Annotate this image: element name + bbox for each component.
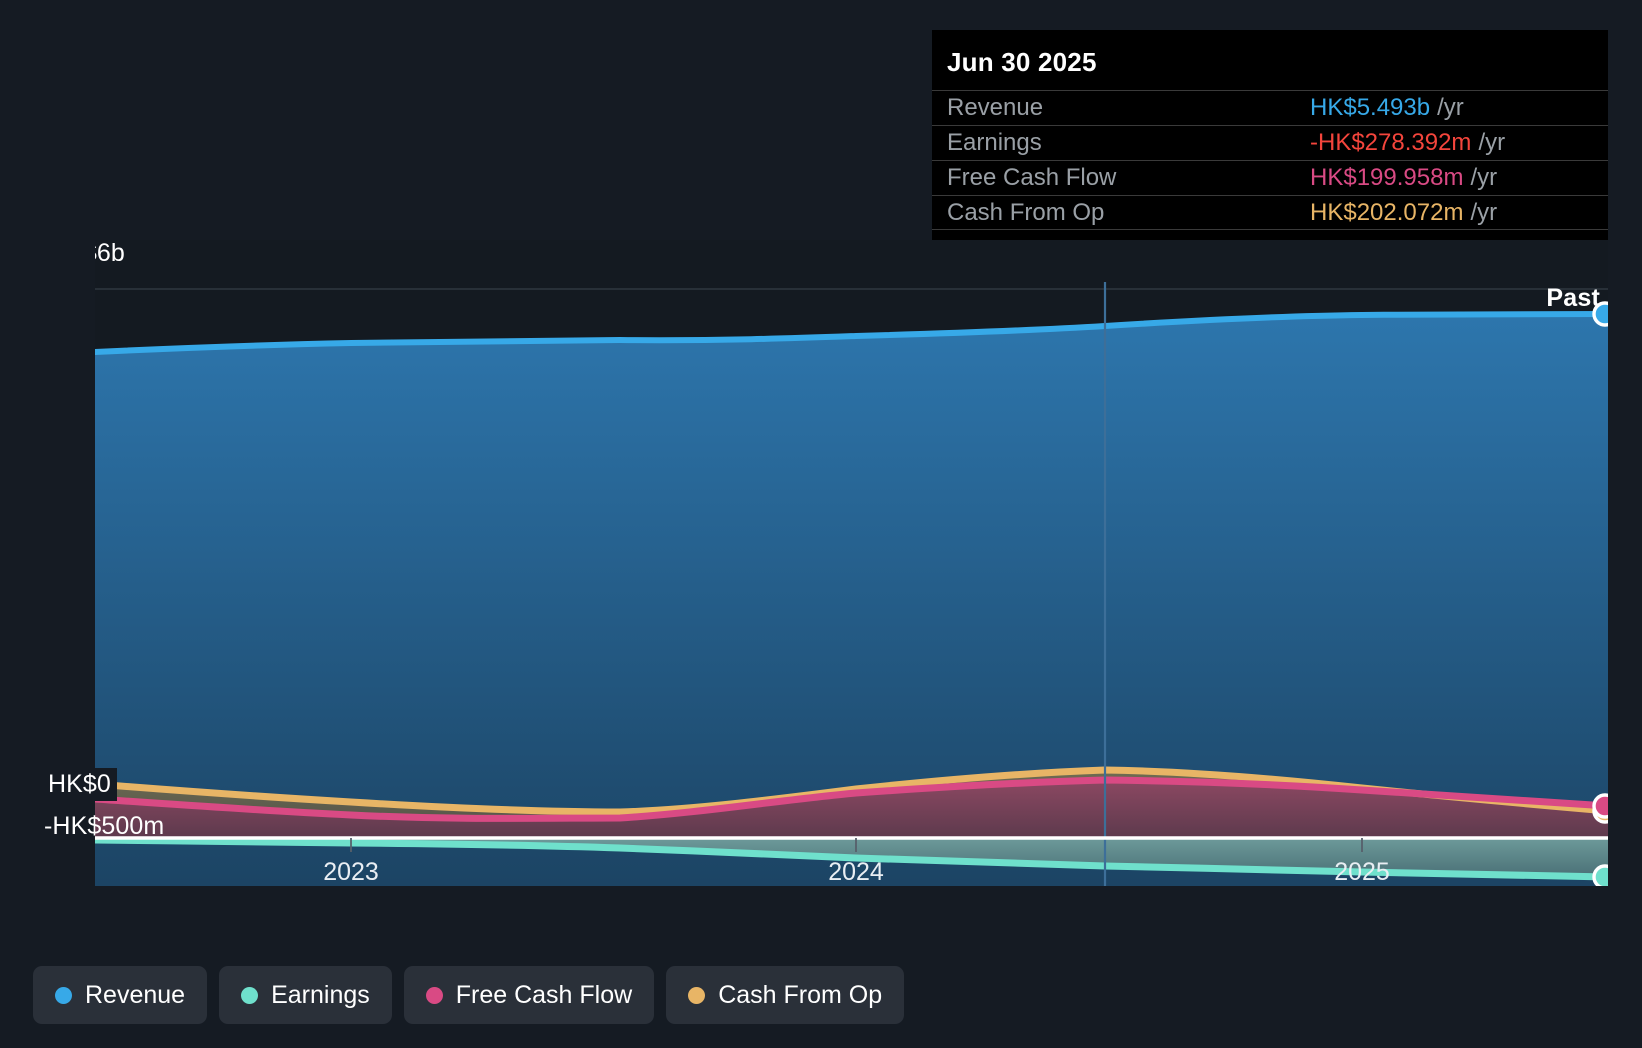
tooltip-label-earnings: Earnings [947, 129, 1042, 156]
tooltip-row-free-cash-flow: Free Cash Flow HK$199.958m /yr [932, 160, 1608, 195]
x-axis-label-2024: 2024 [828, 858, 884, 886]
y-axis-label-zero: HK$0 [48, 768, 117, 801]
line-free-cash-flow [95, 776, 1608, 822]
tooltip-unit-earnings: /yr [1478, 129, 1506, 156]
data-tooltip: Jun 30 2025 Revenue HK$5.493b /yr Earnin… [932, 30, 1608, 240]
legend-dot-icon-revenue [55, 986, 72, 1004]
past-period-label: Past [1546, 284, 1600, 312]
tooltip-row-revenue: Revenue HK$5.493b /yr [932, 90, 1608, 125]
legend-label-free-cash-flow: Free Cash Flow [455, 980, 633, 1009]
legend-label-earnings: Earnings [271, 980, 370, 1009]
right-gutter [1608, 0, 1642, 1048]
left-gutter [0, 0, 95, 1048]
tooltip-label-cash-from-op: Cash From Op [947, 198, 1105, 226]
legend-dot-icon-earnings [241, 986, 259, 1004]
tooltip-unit-free-cash-flow: /yr [1470, 164, 1498, 191]
legend-dot-icon-free-cash-flow [425, 986, 443, 1004]
legend-label-cash-from-op: Cash From Op [718, 980, 883, 1009]
area-free-cash-flow [95, 780, 1608, 838]
x-axis-ticks [350, 838, 1363, 852]
legend-item-cash-from-op[interactable]: Cash From Op [666, 966, 905, 1024]
x-axis-label-2025: 2025 [1334, 858, 1390, 886]
x-axis-label-2023: 2023 [323, 858, 379, 886]
tooltip-label-free-cash-flow: Free Cash Flow [947, 164, 1117, 191]
tooltip-value-revenue: HK$5.493b [1310, 94, 1431, 121]
tooltip-value-cash-from-op: HK$202.072m [1310, 198, 1464, 226]
tooltip-value-free-cash-flow: HK$199.958m [1310, 164, 1464, 191]
tooltip-row-cash-from-op: Cash From Op HK$202.072m /yr [932, 195, 1608, 230]
y-axis-label-bottom: -HK$500m [44, 812, 165, 840]
legend-item-free-cash-flow[interactable]: Free Cash Flow [403, 966, 655, 1024]
legend-label-revenue: Revenue [85, 980, 186, 1009]
tooltip-row-earnings: Earnings -HK$278.392m /yr [932, 125, 1608, 160]
area-revenue [95, 314, 1608, 886]
legend-dot-icon-cash-from-op [688, 986, 706, 1004]
tooltip-value-earnings: -HK$278.392m [1310, 129, 1472, 156]
legend-item-earnings[interactable]: Earnings [219, 966, 392, 1024]
tooltip-unit-revenue: /yr [1437, 94, 1464, 121]
tooltip-unit-cash-from-op: /yr [1470, 198, 1498, 226]
line-revenue [95, 311, 1608, 355]
chart-legend: Revenue Earnings Free Cash Flow Cash Fro… [33, 966, 905, 1024]
legend-item-revenue[interactable]: Revenue [33, 966, 208, 1024]
tooltip-date: Jun 30 2025 [947, 47, 1097, 77]
tooltip-label-revenue: Revenue [947, 94, 1044, 121]
